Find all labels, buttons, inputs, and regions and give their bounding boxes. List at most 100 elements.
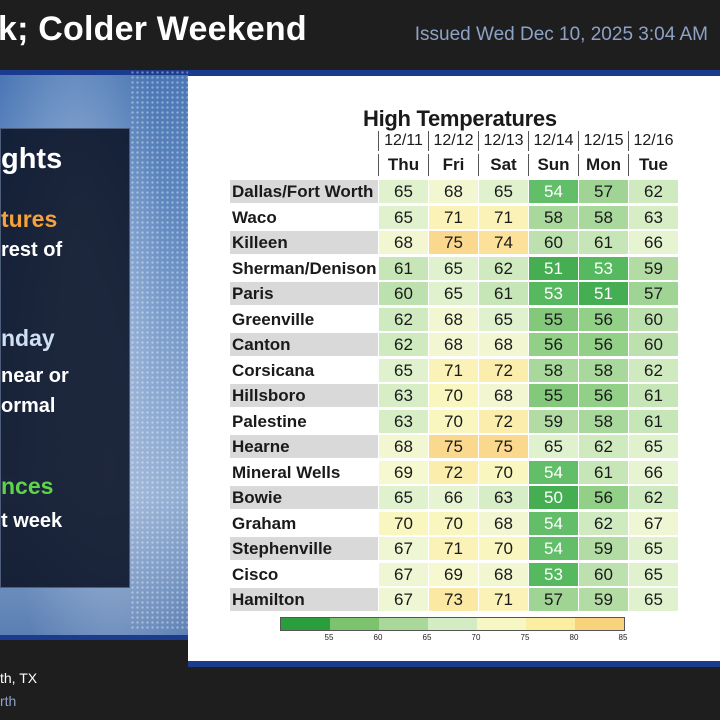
temperature-cell: 54 <box>528 460 578 485</box>
city-name: Palestine <box>230 409 378 434</box>
issued-timestamp: Issued Wed Dec 10, 2025 3:04 AM <box>414 24 708 45</box>
day-header: Sun <box>528 154 578 176</box>
temperature-cell: 56 <box>578 486 628 510</box>
temperature-cell: 66 <box>628 231 678 255</box>
temperature-cell: 50 <box>528 486 578 510</box>
temperature-cell: 63 <box>478 486 528 510</box>
temperature-cell: 56 <box>578 307 628 332</box>
temperature-cell: 67 <box>378 588 428 612</box>
temperature-cell: 67 <box>378 562 428 587</box>
temperature-grid: Dallas/Fort Worth 65 68 65 54 57 62 Waco 65 71 71 5… <box>230 180 678 614</box>
temperature-cell: 60 <box>578 562 628 587</box>
temperature-cell: 65 <box>428 282 478 306</box>
temperature-cell: 61 <box>578 231 628 255</box>
city-name: Bowie <box>230 486 378 510</box>
temperature-cell: 58 <box>578 409 628 434</box>
legend-label: 70 <box>471 633 481 642</box>
temperature-cell: 71 <box>428 537 478 561</box>
temperature-cell: 68 <box>378 435 428 459</box>
table-row: Dallas/Fort Worth 65 68 65 54 57 62 <box>230 180 678 206</box>
temperature-cell: 59 <box>528 409 578 434</box>
temperature-cell: 54 <box>528 511 578 536</box>
legend-labels: 55 60 65 70 75 80 85 <box>280 631 628 645</box>
highlight-text-2a: near or <box>1 365 69 387</box>
day-header: Thu <box>378 154 428 176</box>
day-header: Fri <box>428 154 478 176</box>
table-row: Hearne 68 75 75 65 62 65 <box>230 435 678 461</box>
temperature-cell: 66 <box>628 460 678 485</box>
highlight-heading-2: nday <box>1 325 55 351</box>
temperature-cell: 71 <box>428 358 478 383</box>
date-header-row: 12/11 12/12 12/13 12/14 12/15 12/16 <box>378 131 678 151</box>
temperature-cell: 72 <box>478 409 528 434</box>
city-name: Canton <box>230 333 378 357</box>
temperature-cell: 70 <box>428 409 478 434</box>
temperature-cell: 59 <box>578 588 628 612</box>
temperature-cell: 68 <box>428 307 478 332</box>
legend-label: 85 <box>618 633 628 642</box>
highlight-text-1: rest of <box>1 239 63 261</box>
date-header: 12/13 <box>478 131 528 151</box>
city-name: Paris <box>230 282 378 306</box>
temperature-cell: 57 <box>578 180 628 204</box>
city-name: Sherman/Denison <box>230 256 378 281</box>
city-name: Hillsboro <box>230 384 378 408</box>
temperature-cell: 62 <box>578 435 628 459</box>
table-row: Canton 62 68 68 56 56 60 <box>230 333 678 359</box>
temperature-cell: 65 <box>478 307 528 332</box>
temperature-cell: 65 <box>378 205 428 230</box>
table-row: Cisco 67 69 68 53 60 65 <box>230 562 678 589</box>
temperature-cell: 68 <box>478 333 528 357</box>
temperature-cell: 67 <box>628 511 678 536</box>
day-header-row: Thu Fri Sat Sun Mon Tue <box>378 154 678 176</box>
table-title: High Temperatures <box>363 106 557 131</box>
highlight-heading-1: tures <box>1 206 58 232</box>
city-name: Cisco <box>230 562 378 587</box>
temperature-cell: 70 <box>478 537 528 561</box>
temperature-cell: 65 <box>378 180 428 204</box>
temperature-cell: 61 <box>478 282 528 306</box>
city-name: Killeen <box>230 231 378 255</box>
table-row: Mineral Wells 69 72 70 54 61 66 <box>230 460 678 487</box>
legend-swatch <box>477 618 526 630</box>
temperature-cell: 65 <box>628 537 678 561</box>
city-name: Graham <box>230 511 378 536</box>
temperature-cell: 71 <box>478 205 528 230</box>
temperature-cell: 69 <box>428 562 478 587</box>
temperature-cell: 51 <box>528 256 578 281</box>
temperature-cell: 54 <box>528 180 578 204</box>
temperature-cell: 55 <box>528 307 578 332</box>
date-header: 12/16 <box>628 131 678 151</box>
city-name: Stephenville <box>230 537 378 561</box>
temperature-cell: 65 <box>378 358 428 383</box>
legend-label: 65 <box>422 633 432 642</box>
temperature-cell: 58 <box>578 358 628 383</box>
temperature-cell: 72 <box>478 358 528 383</box>
temperature-cell: 68 <box>428 180 478 204</box>
table-row: Greenville 62 68 65 55 56 60 <box>230 307 678 334</box>
temperature-cell: 56 <box>578 333 628 357</box>
temperature-cell: 62 <box>378 333 428 357</box>
date-header: 12/15 <box>578 131 628 151</box>
table-row: Paris 60 65 61 53 51 57 <box>230 282 678 308</box>
city-name: Hamilton <box>230 588 378 612</box>
temperature-cell: 54 <box>528 537 578 561</box>
date-header: 12/12 <box>428 131 478 151</box>
temperature-cell: 58 <box>528 205 578 230</box>
temperature-cell: 59 <box>578 537 628 561</box>
date-header: 12/11 <box>378 131 428 151</box>
legend-swatch <box>281 618 330 630</box>
temperature-cell: 59 <box>628 256 678 281</box>
header-title: k; Colder Weekend <box>0 10 307 48</box>
temperature-cell: 53 <box>528 562 578 587</box>
temperature-cell: 60 <box>628 333 678 357</box>
temperature-cell: 62 <box>478 256 528 281</box>
city-name: Greenville <box>230 307 378 332</box>
temperature-cell: 65 <box>478 180 528 204</box>
date-header: 12/14 <box>528 131 578 151</box>
temperature-cell: 57 <box>528 588 578 612</box>
temperature-cell: 55 <box>528 384 578 408</box>
temperature-cell: 62 <box>628 180 678 204</box>
legend-swatch <box>428 618 477 630</box>
temperature-cell: 62 <box>378 307 428 332</box>
